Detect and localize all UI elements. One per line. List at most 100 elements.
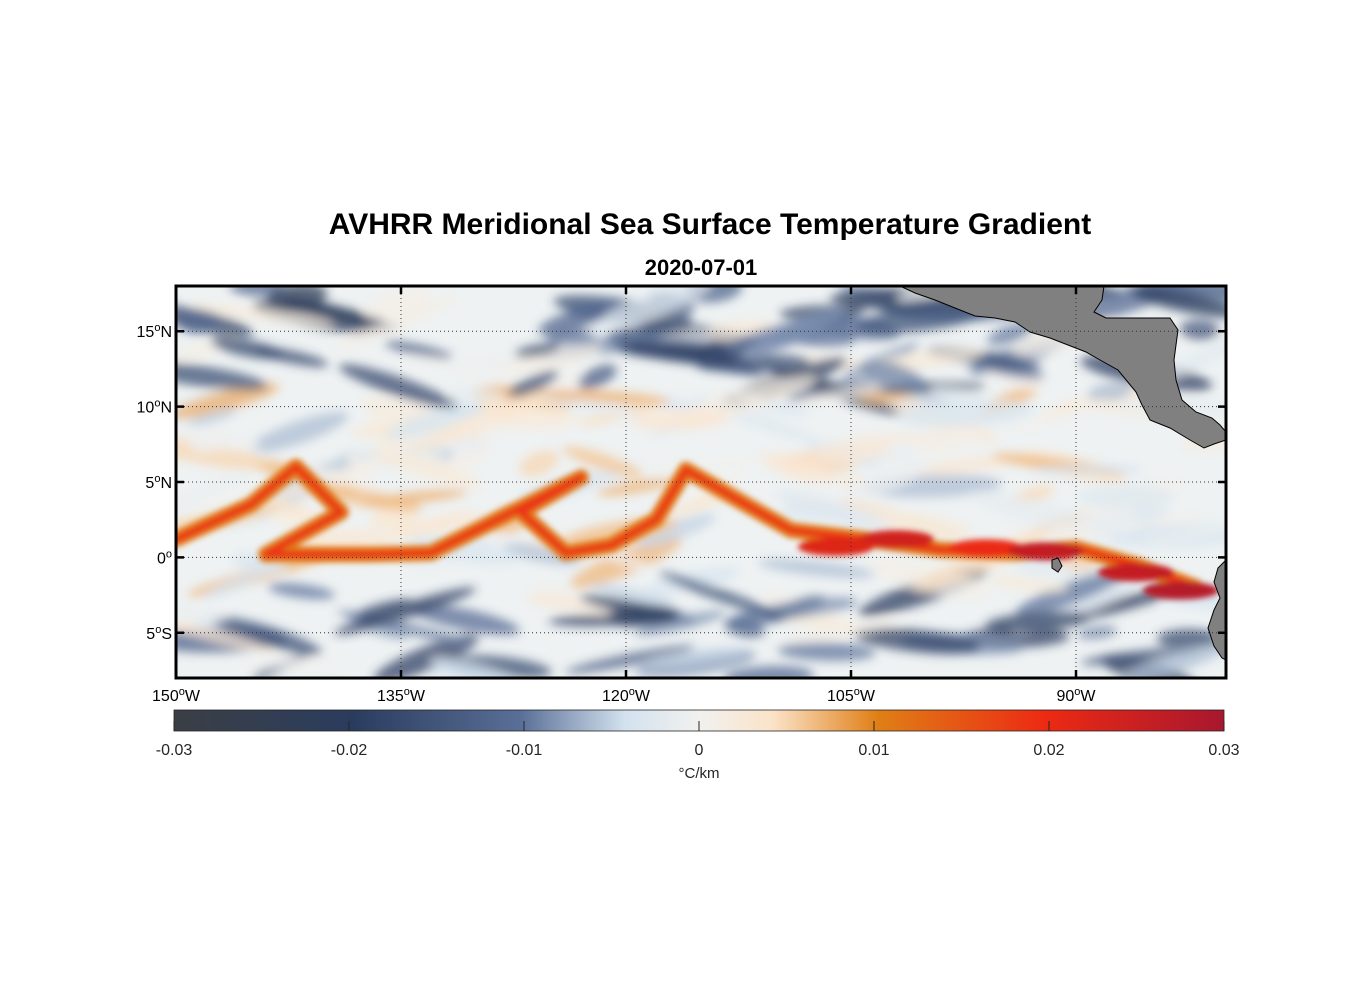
field-cell: [758, 559, 876, 578]
y-tick-label: 15oN: [137, 322, 172, 341]
chart-subtitle: 2020-07-01: [645, 255, 758, 280]
degree-symbol: o: [854, 686, 860, 698]
field-cell: [176, 383, 280, 419]
field-cell: [176, 427, 262, 452]
field-cell: [429, 657, 533, 678]
field-cell: [248, 412, 349, 453]
field-cell: [334, 587, 476, 635]
field-cell: [987, 323, 1034, 345]
field-cell: [743, 305, 847, 358]
field-cell: [760, 453, 833, 484]
field-cell: [1148, 321, 1226, 385]
x-tick-label: 150oW: [152, 686, 201, 705]
degree-symbol: o: [404, 686, 410, 698]
x-tick-label: 105oW: [827, 686, 876, 705]
field-cell: [969, 490, 1109, 535]
x-tick-label: 90oW: [1056, 686, 1096, 705]
field-cell: [460, 413, 585, 432]
colorbar-tick-label: -0.01: [506, 742, 543, 759]
field-cell: [183, 481, 269, 510]
field-cell: [1065, 587, 1177, 621]
field-cell: [176, 309, 220, 334]
hemisphere: W: [635, 688, 651, 705]
field-cell: [1156, 628, 1220, 649]
field-cell: [636, 513, 716, 548]
field-cell: [508, 370, 559, 397]
front-patch: [948, 539, 1024, 558]
field-cell: [411, 604, 520, 635]
field-cell: [232, 553, 287, 575]
field-cell: [644, 647, 749, 665]
field-cell: [255, 347, 329, 367]
field-cell: [211, 616, 322, 656]
field-cell: [527, 394, 645, 418]
field-cell: [1015, 570, 1126, 616]
field-cell: [783, 618, 903, 644]
colorbar-tick-label: 0.03: [1208, 742, 1239, 759]
field-cell: [596, 478, 676, 496]
field-cell: [176, 361, 267, 391]
field-cell: [579, 595, 676, 619]
colorbar-tick-label: 0.01: [858, 742, 889, 759]
field-cell: [1178, 319, 1220, 340]
colorbar-tick-label: 0: [695, 742, 704, 759]
field-cell: [685, 286, 743, 303]
field-cell: [187, 408, 237, 427]
field-cell: [753, 597, 859, 619]
degree-symbol: o: [154, 398, 160, 410]
field-cell: [176, 618, 271, 652]
degree-symbol: o: [154, 322, 160, 334]
field-cell: [985, 611, 1091, 632]
front-patch: [1143, 581, 1219, 600]
front-patch: [798, 537, 874, 556]
field-cell: [624, 343, 739, 366]
field-cell: [301, 482, 423, 512]
hemisphere: N: [160, 400, 172, 417]
field-cell: [1081, 647, 1198, 665]
field-cell: [385, 403, 483, 439]
field-cell: [253, 497, 315, 518]
equatorial-front: [176, 458, 1219, 600]
field-cell: [860, 360, 926, 392]
degree-symbol: o: [179, 686, 185, 698]
field-cell: [1032, 464, 1143, 475]
field-cell: [842, 460, 932, 500]
field-cell: [384, 341, 453, 359]
hemisphere: N: [160, 475, 172, 492]
y-tick-label: 5oS: [146, 624, 172, 643]
degree-symbol: o: [629, 686, 635, 698]
field-cell: [578, 364, 617, 390]
field-cell: [1128, 286, 1226, 318]
hemisphere: S: [161, 626, 172, 643]
field-cell: [285, 461, 391, 495]
field-cell: [914, 431, 978, 456]
field-cell: [503, 543, 581, 566]
hemisphere: W: [185, 688, 201, 705]
field-cell: [242, 657, 338, 670]
field-cell: [538, 305, 608, 336]
front-patch: [1098, 563, 1174, 582]
front-patch: [1008, 542, 1084, 561]
land-south-america: [1207, 559, 1226, 661]
field-cell: [851, 432, 954, 444]
field-cell: [853, 627, 981, 655]
degree-symbol: o: [154, 473, 160, 485]
y-tick-label: 10oN: [137, 398, 172, 417]
field-cell: [1008, 398, 1109, 435]
field-cell: [514, 343, 561, 358]
y-tick-label: 0o: [157, 548, 172, 567]
field-cell: [363, 286, 432, 320]
field-cell: [774, 490, 894, 531]
land-galapagos: [1051, 557, 1063, 573]
field-cell: [176, 602, 228, 623]
field-cell: [1087, 382, 1133, 402]
field-cell: [793, 380, 904, 405]
hemisphere: W: [410, 688, 426, 705]
field-cell: [777, 642, 876, 661]
field-cell: [203, 566, 273, 599]
colorbar-tick-label: -0.03: [156, 742, 193, 759]
field-cell: [630, 409, 730, 431]
field-cell: [339, 364, 459, 410]
field-cell: [987, 576, 1069, 593]
